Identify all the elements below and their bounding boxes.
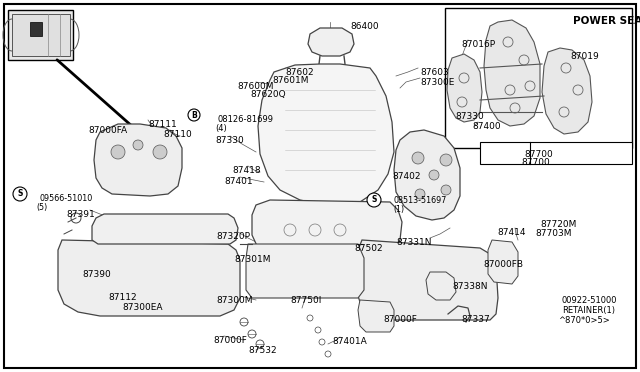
Text: 09566-51010: 09566-51010 — [40, 194, 93, 203]
Circle shape — [153, 145, 167, 159]
Text: 87602: 87602 — [285, 68, 314, 77]
Text: 87301M: 87301M — [234, 255, 271, 264]
Text: 08513-51697: 08513-51697 — [393, 196, 446, 205]
Polygon shape — [92, 214, 238, 244]
Circle shape — [13, 187, 27, 201]
Text: 87700: 87700 — [524, 150, 553, 159]
Polygon shape — [484, 20, 540, 126]
Text: 87330: 87330 — [455, 112, 484, 121]
Text: 87532: 87532 — [248, 346, 276, 355]
Text: 87110: 87110 — [163, 130, 192, 139]
Bar — [8, 10, 73, 60]
Text: (1): (1) — [393, 205, 404, 214]
Bar — [445, 8, 632, 148]
Polygon shape — [12, 14, 70, 56]
Text: 87400: 87400 — [472, 122, 500, 131]
Text: 87720M: 87720M — [540, 220, 577, 229]
Text: 87320P: 87320P — [216, 232, 250, 241]
Text: 87390: 87390 — [82, 270, 111, 279]
Text: 87418: 87418 — [232, 166, 260, 175]
Circle shape — [415, 189, 425, 199]
Text: 87331N: 87331N — [396, 238, 431, 247]
Polygon shape — [58, 240, 240, 316]
Polygon shape — [447, 54, 482, 122]
Bar — [480, 142, 632, 164]
Text: 87502: 87502 — [354, 244, 383, 253]
Text: 87401A: 87401A — [332, 337, 367, 346]
Bar — [30, 22, 42, 36]
Text: 87750l: 87750l — [290, 296, 321, 305]
Circle shape — [111, 145, 125, 159]
Text: 87601M: 87601M — [272, 76, 308, 85]
Text: 87016P: 87016P — [461, 40, 495, 49]
Text: 87402: 87402 — [392, 172, 420, 181]
Text: (4): (4) — [215, 124, 227, 133]
Text: 87111: 87111 — [148, 120, 177, 129]
Polygon shape — [94, 124, 182, 196]
Polygon shape — [258, 64, 394, 204]
Circle shape — [412, 152, 424, 164]
Text: 87401: 87401 — [224, 177, 253, 186]
Circle shape — [133, 140, 143, 150]
Text: 08126-81699: 08126-81699 — [218, 115, 274, 124]
Text: ^870*0>5>: ^870*0>5> — [558, 316, 610, 325]
Text: 87300EA: 87300EA — [122, 303, 163, 312]
Text: POWER SEAT: POWER SEAT — [573, 16, 640, 26]
Text: 87330: 87330 — [215, 136, 244, 145]
Text: 87700: 87700 — [521, 158, 550, 167]
Polygon shape — [542, 48, 592, 134]
Circle shape — [429, 170, 439, 180]
Circle shape — [441, 185, 451, 195]
Text: 87000FA: 87000FA — [88, 126, 127, 135]
Polygon shape — [394, 130, 460, 220]
Polygon shape — [308, 28, 354, 56]
Text: (5): (5) — [36, 203, 47, 212]
Circle shape — [188, 109, 200, 121]
Circle shape — [440, 154, 452, 166]
Text: 87600M: 87600M — [237, 82, 273, 91]
Text: 87703M: 87703M — [535, 229, 572, 238]
Text: 87000F: 87000F — [383, 315, 417, 324]
Text: S: S — [371, 196, 377, 205]
Text: 87603: 87603 — [420, 68, 449, 77]
Text: 87112: 87112 — [108, 293, 136, 302]
Text: 87338N: 87338N — [452, 282, 488, 291]
Polygon shape — [426, 272, 456, 300]
Text: B: B — [191, 110, 197, 119]
Text: 87337: 87337 — [461, 315, 490, 324]
Text: RETAINER(1): RETAINER(1) — [562, 306, 615, 315]
Text: 87300M: 87300M — [216, 296, 253, 305]
Text: 86400: 86400 — [350, 22, 379, 31]
Text: 87019: 87019 — [570, 52, 599, 61]
Polygon shape — [488, 240, 518, 284]
Polygon shape — [252, 200, 402, 263]
Text: 87000F: 87000F — [213, 336, 247, 345]
Text: 87391: 87391 — [66, 210, 95, 219]
Text: S: S — [17, 189, 22, 199]
Polygon shape — [356, 240, 498, 320]
Polygon shape — [358, 300, 394, 332]
Text: 00922-51000: 00922-51000 — [562, 296, 618, 305]
Text: 87300E: 87300E — [420, 78, 454, 87]
Text: 87414: 87414 — [497, 228, 525, 237]
Circle shape — [367, 193, 381, 207]
Polygon shape — [246, 244, 364, 298]
Text: 87620Q: 87620Q — [250, 90, 285, 99]
Text: 87000FB: 87000FB — [483, 260, 523, 269]
